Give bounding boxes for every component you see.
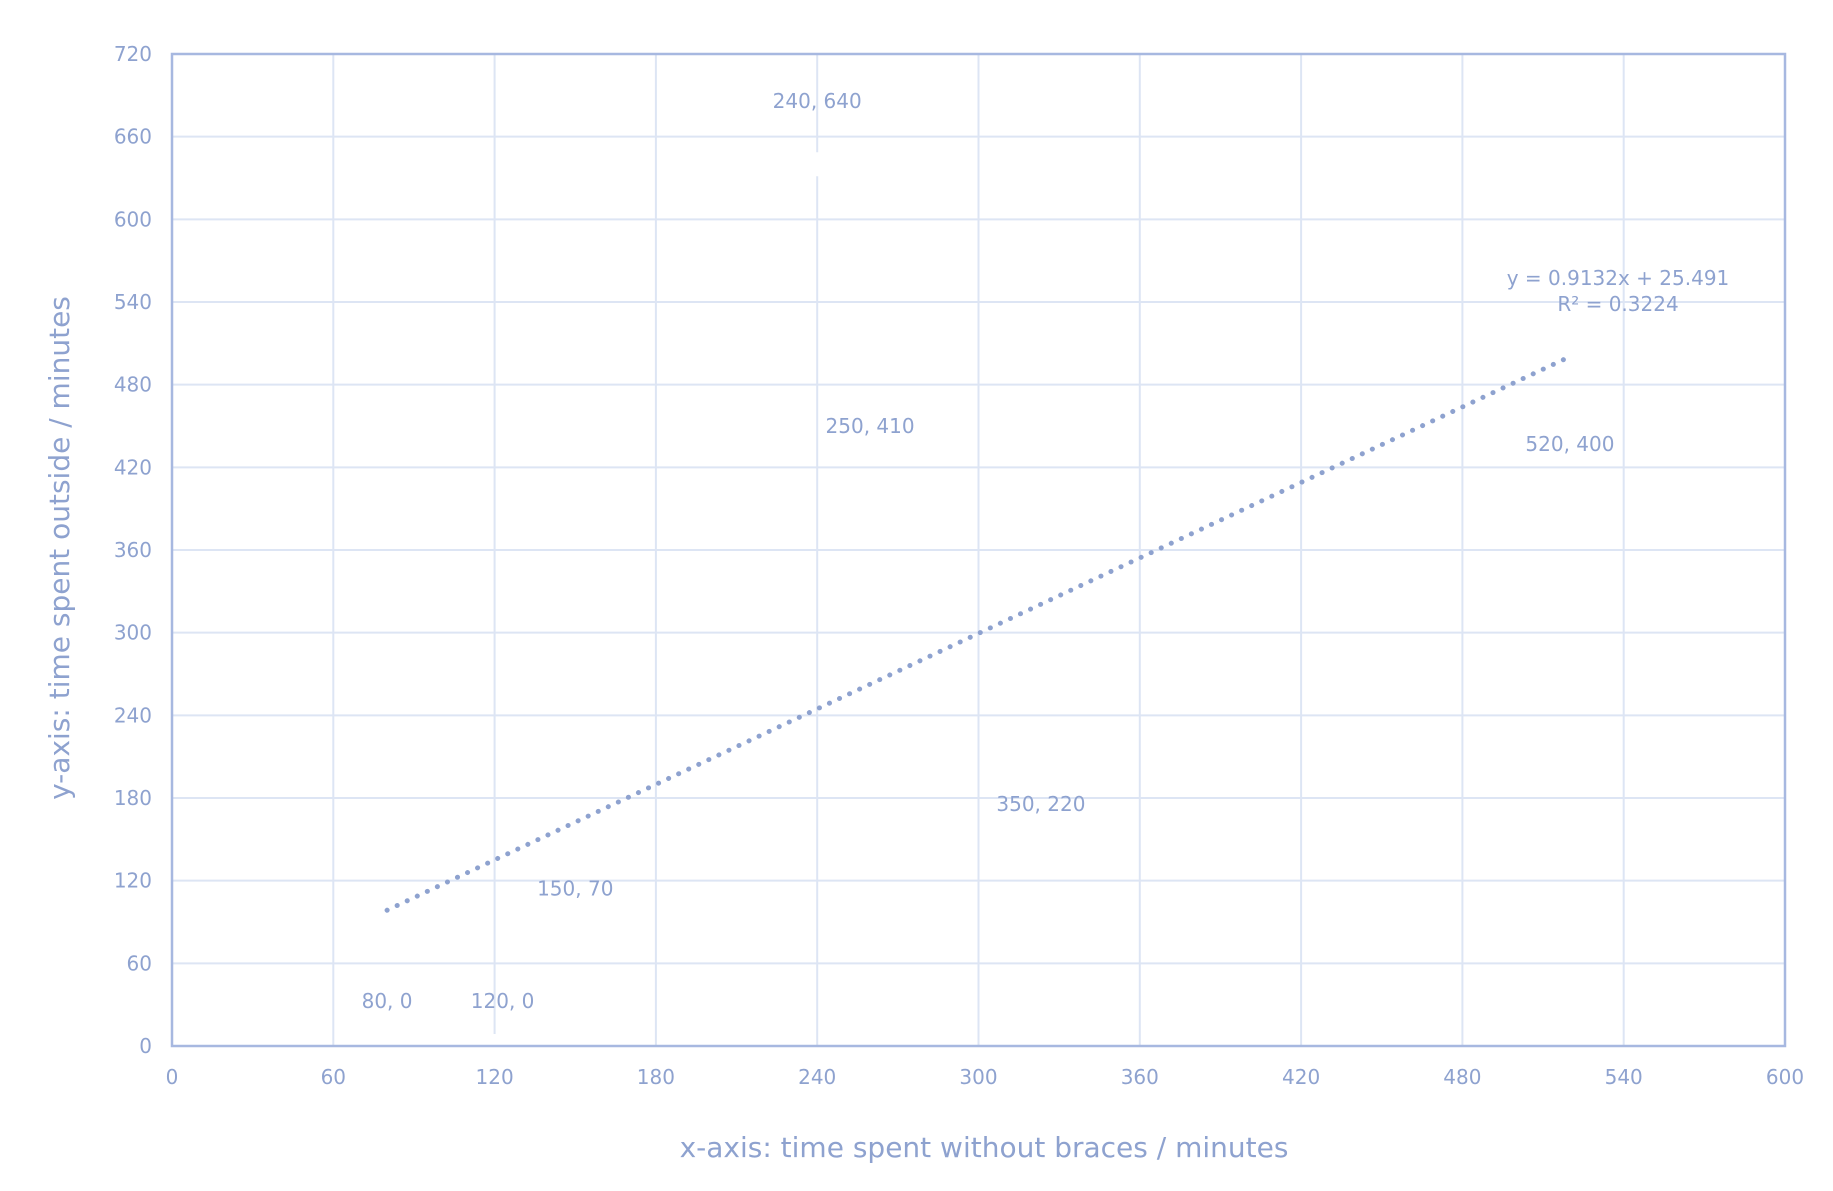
plot-frame — [170, 52, 1787, 1048]
y-tick-label: 120 — [114, 869, 152, 893]
data-point — [832, 469, 857, 494]
y-tick-label: 240 — [114, 703, 152, 727]
data-label: 250, 410 — [826, 414, 915, 438]
y-tick-label: 540 — [114, 290, 152, 314]
y-axis-title: y-axis: time spent outside / minutes — [43, 296, 76, 800]
trendline-r-squared: R² = 0.3224 — [1557, 292, 1678, 316]
trendline-equation-group: y = 0.9132x + 25.491 R² = 0.3224 — [1507, 266, 1730, 316]
y-tick-label: 300 — [114, 621, 152, 645]
y-tick-label: 360 — [114, 538, 152, 562]
x-tick-label: 540 — [1605, 1065, 1643, 1089]
trendline-equation: y = 0.9132x + 25.491 — [1507, 266, 1730, 290]
data-point — [563, 937, 588, 962]
data-point — [1100, 730, 1125, 755]
trendline-line — [384, 354, 1573, 913]
y-tick-label: 660 — [114, 125, 152, 149]
x-tick-label: 60 — [321, 1065, 346, 1089]
data-label: 350, 220 — [996, 792, 1085, 816]
data-label: 240, 640 — [773, 89, 862, 113]
x-tick-label: 240 — [798, 1065, 836, 1089]
x-tick-label: 420 — [1282, 1065, 1320, 1089]
y-tick-label: 60 — [127, 951, 152, 975]
x-tick-label: 600 — [1766, 1065, 1804, 1089]
y-tick-label: 480 — [114, 373, 152, 397]
y-tick-label: 0 — [139, 1034, 152, 1058]
tick-labels: 0 60 120 180 240 300 360 420 480 540 600 0 60 120 180 2… — [114, 42, 1804, 1089]
y-tick-label: 600 — [114, 207, 152, 231]
x-tick-label: 300 — [959, 1065, 997, 1089]
point-labels: 80, 0 120, 0 150, 70 240, 640 250, 410 350, 2… — [362, 89, 1615, 1013]
data-label: 120, 0 — [471, 989, 535, 1013]
x-axis-title: x-axis: time spent without braces / minu… — [680, 1131, 1289, 1164]
data-point — [1557, 482, 1582, 507]
x-tick-label: 0 — [166, 1065, 179, 1089]
plot-border — [170, 52, 1787, 1048]
y-tick-label: 180 — [114, 786, 152, 810]
grid-lines — [172, 54, 1785, 1046]
data-label: 150, 70 — [537, 877, 613, 901]
data-label: 520, 400 — [1525, 432, 1614, 456]
y-tick-label: 720 — [114, 42, 152, 66]
x-tick-label: 180 — [637, 1065, 675, 1089]
trendline — [384, 354, 1573, 913]
x-tick-label: 120 — [476, 1065, 514, 1089]
data-point — [805, 152, 830, 177]
x-tick-label: 480 — [1443, 1065, 1481, 1089]
x-tick-label: 360 — [1121, 1065, 1159, 1089]
data-label: 80, 0 — [362, 989, 413, 1013]
data-points — [375, 152, 1582, 1058]
y-tick-label: 420 — [114, 455, 152, 479]
